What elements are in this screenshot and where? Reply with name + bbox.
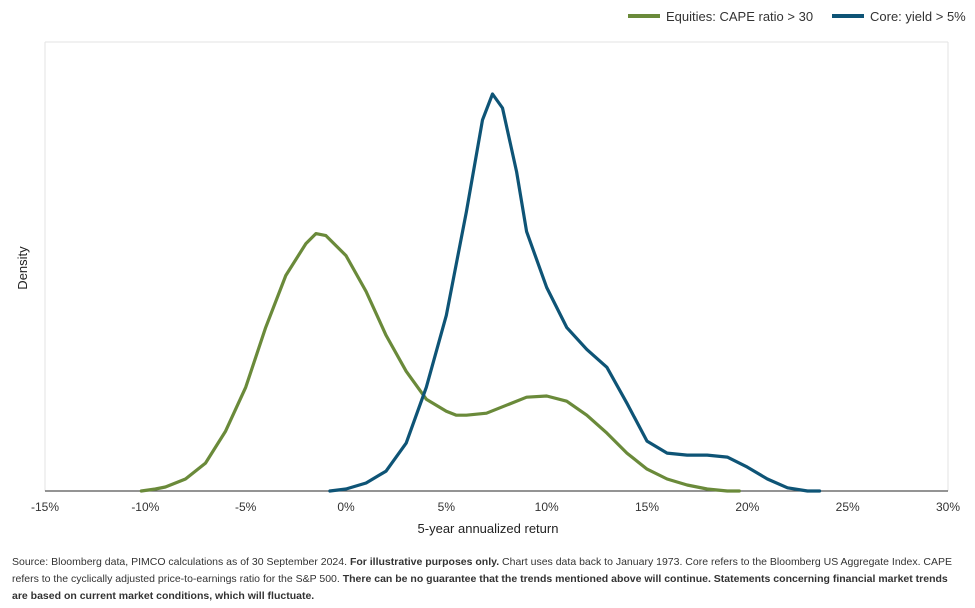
x-tick-label: 15% — [635, 500, 659, 514]
x-tick-label: 5% — [438, 500, 456, 514]
series-line-core — [328, 92, 822, 493]
legend-label: Core: yield > 5% — [870, 9, 966, 24]
x-tick-label: 20% — [735, 500, 759, 514]
x-axis-title: 5-year annualized return — [418, 521, 559, 536]
x-tick-label: 10% — [535, 500, 559, 514]
x-tick-label: 25% — [836, 500, 860, 514]
x-tick-label: 30% — [936, 500, 960, 514]
x-tick-label: -5% — [235, 500, 257, 514]
x-tick-label: -10% — [131, 500, 159, 514]
source-footnote: Source: Bloomberg data, PIMCO calculatio… — [12, 554, 962, 605]
footnote-details-text: Chart uses data back to January 1973. Co… — [12, 556, 953, 585]
series-line-equities — [139, 232, 741, 493]
x-tick-label: 0% — [337, 500, 355, 514]
series-lines — [139, 92, 822, 493]
density-chart: -15% -10% -5% 0% 5% 10% 15% 20% 25% 30% Equities:… — [15, 9, 966, 536]
x-tick-label: -15% — [31, 500, 59, 514]
legend-label: Equities: CAPE ratio > 30 — [666, 9, 813, 24]
footnote-source-text: Source: Bloomberg data, PIMCO calculatio… — [12, 556, 350, 568]
x-axis-ticks: -15% -10% -5% 0% 5% 10% 15% 20% 25% 30% — [31, 500, 960, 514]
footnote-disclaimer: There can be no guarantee that the trend… — [12, 573, 948, 602]
footnote-illustrative-note: For illustrative purposes only. — [349, 556, 500, 568]
legend: Equities: CAPE ratio > 30 Core: yield > 5… — [628, 9, 966, 24]
y-axis-title: Density — [15, 246, 30, 290]
